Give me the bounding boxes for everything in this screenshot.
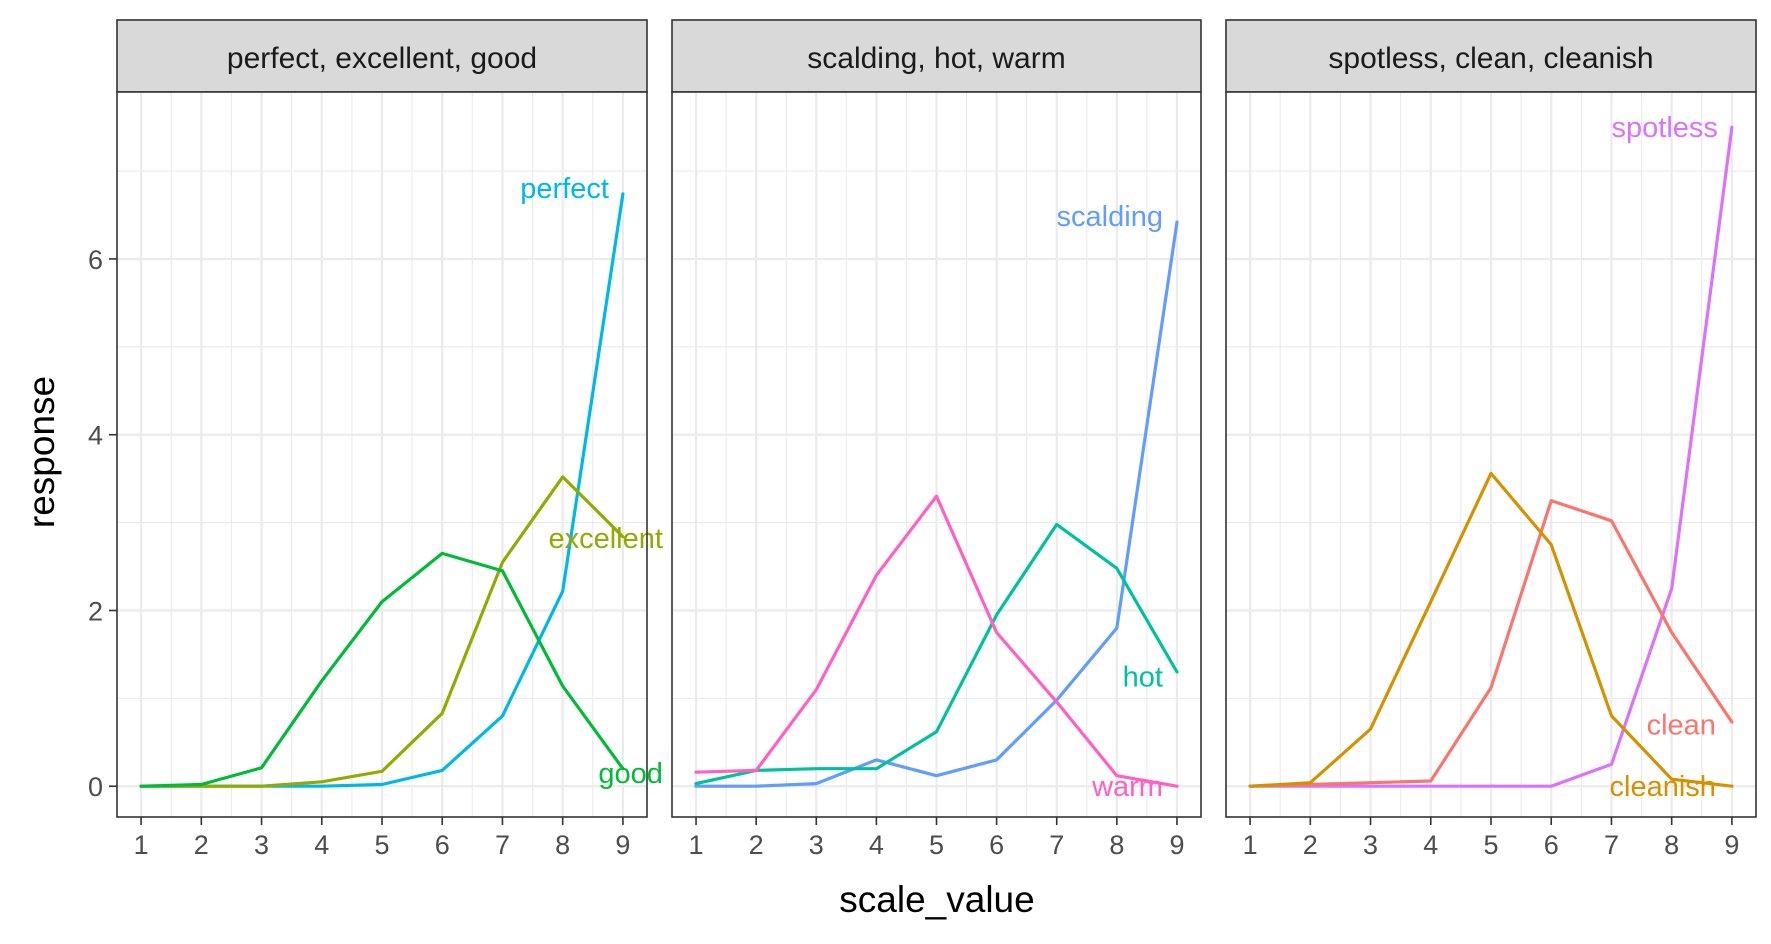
series-line-hot	[694, 522, 1179, 786]
x-tick-label: 9	[1169, 830, 1184, 860]
x-tick-label: 8	[1664, 830, 1679, 860]
facets-layer: perfect, excellent, good perfect excellent…	[116, 19, 1757, 860]
x-tick-label: 4	[314, 830, 329, 860]
facet-strip-label: perfect, excellent, good	[227, 42, 537, 75]
facet-strip	[116, 19, 648, 93]
series-label-perfect: perfect	[520, 173, 609, 205]
y-tick-label: 6	[88, 245, 103, 275]
facet-panel: scalding, hot, warm scalding hot warm 1 2 3 4 5 6…	[671, 19, 1202, 860]
series-line-spotless	[1248, 125, 1734, 788]
y-tick-label: 2	[88, 596, 103, 626]
x-tick-label: 1	[1243, 830, 1258, 860]
series-label-warm: warm	[1091, 771, 1163, 803]
x-tick-label: 5	[374, 830, 389, 860]
y-tick-label: 0	[88, 772, 103, 802]
series-line-warm	[694, 494, 1179, 788]
x-tick-label: 9	[615, 830, 630, 860]
x-tick-label: 6	[1544, 830, 1559, 860]
x-tick-label: 5	[929, 830, 944, 860]
y-axis-title: response	[21, 376, 62, 528]
facet-panel: perfect, excellent, good perfect excellent…	[116, 19, 663, 860]
series-label-clean: clean	[1647, 710, 1716, 742]
series-line-good	[139, 551, 625, 788]
x-tick-label: 4	[869, 830, 884, 860]
series-label-cleanish: cleanish	[1610, 771, 1716, 803]
facet-strip	[671, 19, 1202, 93]
x-tick-label: 6	[989, 830, 1004, 860]
facet-panel: spotless, clean, cleanish spotless clean cl…	[1225, 19, 1757, 860]
series-line-scalding	[694, 220, 1179, 788]
y-tick-label: 4	[88, 421, 103, 451]
x-tick-label: 3	[1363, 830, 1378, 860]
x-axis-title: scale_value	[839, 879, 1034, 920]
x-tick-label: 2	[1303, 830, 1318, 860]
y-axis: 0 2 4 6	[88, 245, 117, 802]
x-tick-label: 8	[1109, 830, 1124, 860]
x-tick-label: 5	[1483, 830, 1498, 860]
series-label-hot: hot	[1123, 661, 1163, 693]
x-tick-label: 2	[194, 830, 209, 860]
x-tick-label: 8	[555, 830, 570, 860]
facet-strip-label: scalding, hot, warm	[807, 42, 1065, 75]
x-tick-label: 9	[1724, 830, 1739, 860]
x-tick-label: 3	[254, 830, 269, 860]
series-label-scalding: scalding	[1057, 201, 1163, 233]
x-tick-label: 1	[689, 830, 704, 860]
facet-strip	[1225, 19, 1757, 93]
series-line-cleanish	[1248, 471, 1734, 788]
facet-strip-label: spotless, clean, cleanish	[1328, 42, 1653, 75]
series-line-clean	[1248, 499, 1734, 788]
x-tick-label: 6	[435, 830, 450, 860]
series-line-excellent	[139, 475, 625, 788]
series-label-good: good	[598, 758, 663, 790]
x-tick-label: 4	[1423, 830, 1438, 860]
series-label-excellent: excellent	[548, 523, 662, 555]
x-tick-label: 7	[1604, 830, 1619, 860]
x-tick-label: 7	[495, 830, 510, 860]
x-tick-label: 3	[809, 830, 824, 860]
x-tick-label: 2	[749, 830, 764, 860]
x-tick-label: 7	[1049, 830, 1064, 860]
series-label-spotless: spotless	[1612, 112, 1718, 144]
x-tick-label: 1	[134, 830, 149, 860]
